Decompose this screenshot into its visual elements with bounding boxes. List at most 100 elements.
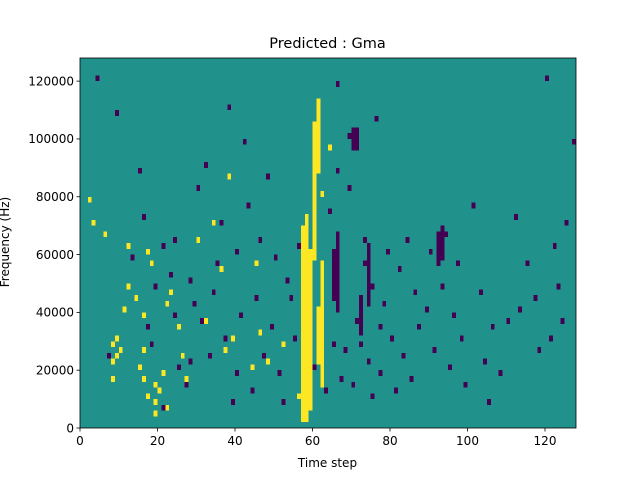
- heatmap-cell-high: [142, 375, 146, 382]
- heatmap-cell-low: [246, 202, 251, 209]
- heatmap-cell-low: [200, 318, 204, 324]
- heatmap-cell-low: [297, 243, 301, 249]
- heatmap-cell-low: [347, 133, 352, 139]
- y-tick-label: 60000: [36, 248, 74, 262]
- x-tick-label: 100: [456, 434, 479, 448]
- heatmap-cell-high: [87, 196, 92, 203]
- heatmap-cell-high: [153, 381, 158, 388]
- heatmap-cell-low: [277, 370, 282, 376]
- heatmap-cell-low: [556, 283, 561, 290]
- heatmap-cell-high: [165, 404, 170, 411]
- heatmap-cell-low: [184, 381, 189, 388]
- heatmap-cell-low: [359, 341, 363, 348]
- heatmap-cell-low: [517, 306, 522, 313]
- x-tick-label: 20: [150, 434, 165, 448]
- heatmap-cell-low: [285, 277, 290, 284]
- x-tick-label: 60: [305, 434, 320, 448]
- heatmap-cell-high: [134, 295, 139, 301]
- heatmap-cell-low: [366, 243, 371, 307]
- x-tick-label: 120: [534, 434, 557, 448]
- heatmap-cell-low: [514, 214, 518, 220]
- heatmap-cell-low: [173, 237, 177, 243]
- heatmap-cell-high: [122, 306, 127, 313]
- heatmap-cell-low: [331, 341, 336, 348]
- heatmap-cell-low: [483, 358, 487, 365]
- heatmap-cell-high: [320, 190, 325, 197]
- heatmap-cell-high: [250, 364, 255, 371]
- heatmap-cell-low: [397, 266, 402, 272]
- heatmap-cell-low: [393, 387, 398, 394]
- heatmap-cell-low: [254, 295, 259, 301]
- heatmap-cell-low: [335, 81, 340, 87]
- heatmap-cell-high: [161, 370, 166, 376]
- heatmap-cell-low: [386, 248, 390, 255]
- heatmap-cell-low: [235, 370, 239, 376]
- heatmap-cell-low: [572, 138, 576, 145]
- heatmap-cell-low: [161, 243, 166, 249]
- heatmap-cell-low: [335, 231, 340, 313]
- heatmap-cell-low: [196, 185, 201, 191]
- heatmap-cell-low: [552, 243, 557, 249]
- heatmap-cell-high: [114, 352, 119, 359]
- y-tick-label: 120000: [28, 74, 74, 88]
- heatmap-cell-low: [142, 214, 146, 220]
- heatmap-cell-high: [312, 133, 317, 139]
- heatmap-cell-high: [153, 399, 158, 405]
- y-tick-label: 20000: [36, 363, 74, 377]
- heatmap-cell-low: [273, 254, 278, 261]
- heatmap-cell-low: [293, 335, 297, 342]
- heatmap-cell-high: [149, 260, 154, 267]
- heatmap-cell-low: [490, 323, 495, 330]
- heatmap-cell-low: [114, 110, 119, 116]
- heatmap-cell-low: [428, 248, 433, 255]
- heatmap-cell-high: [114, 335, 119, 342]
- x-axis: 0 20 40 60 80 100 120: [76, 428, 556, 448]
- heatmap-cell-low: [366, 358, 371, 365]
- heatmap-cell-low: [192, 300, 197, 307]
- heatmap-cell-high: [297, 393, 301, 400]
- heatmap-cell-high: [142, 347, 146, 353]
- heatmap-cell-low: [176, 364, 181, 371]
- heatmap-cell-high: [320, 260, 325, 388]
- heatmap-cell-low: [211, 289, 216, 296]
- heatmap-cell-low: [545, 75, 549, 82]
- heatmap-cell-low: [498, 370, 503, 376]
- heatmap-cell-high: [126, 283, 131, 290]
- plot-frame: [79, 57, 577, 429]
- heatmap-cell-low: [448, 364, 452, 371]
- y-tick-label: 80000: [36, 190, 74, 204]
- heatmap-cell-low: [413, 289, 418, 296]
- heatmap-cell-low: [424, 306, 429, 313]
- heatmap-cell-high: [316, 306, 321, 365]
- heatmap-cell-low: [459, 335, 464, 342]
- heatmap-cell-high: [176, 323, 181, 330]
- heatmap-cell-low: [343, 347, 348, 353]
- heatmap-cell-low: [417, 323, 421, 330]
- heatmap-cell-low: [351, 127, 356, 151]
- heatmap-cell-low: [374, 115, 379, 122]
- heatmap-cell-low: [223, 335, 228, 342]
- heatmap-cell-low: [362, 260, 367, 267]
- heatmap-cell-low: [138, 167, 142, 174]
- x-tick-label: 40: [227, 434, 242, 448]
- heatmap-cell-low: [331, 248, 336, 301]
- heatmap-cell-high: [103, 231, 108, 238]
- heatmap-cell-low: [242, 138, 247, 145]
- heatmap-cell-low: [378, 323, 383, 330]
- heatmap-cell-low: [471, 202, 476, 209]
- heatmap-cell-low: [266, 173, 270, 180]
- heatmap-cell-low: [324, 387, 328, 394]
- heatmap-cell-low: [548, 335, 553, 342]
- heatmap-cell-high: [165, 300, 170, 307]
- heatmap-cell-low: [378, 370, 383, 376]
- heatmap-cell-low: [560, 318, 565, 324]
- heatmap-cell-high: [157, 387, 162, 394]
- heatmap-cell-high: [138, 364, 142, 371]
- heatmap-cell-low: [231, 399, 235, 405]
- heatmap-cell-low: [444, 231, 449, 238]
- heatmap-cell-high: [184, 375, 189, 382]
- heatmap-cell-low: [281, 399, 286, 405]
- heatmap-cell-high: [304, 214, 309, 423]
- heatmap-cell-low: [370, 393, 375, 400]
